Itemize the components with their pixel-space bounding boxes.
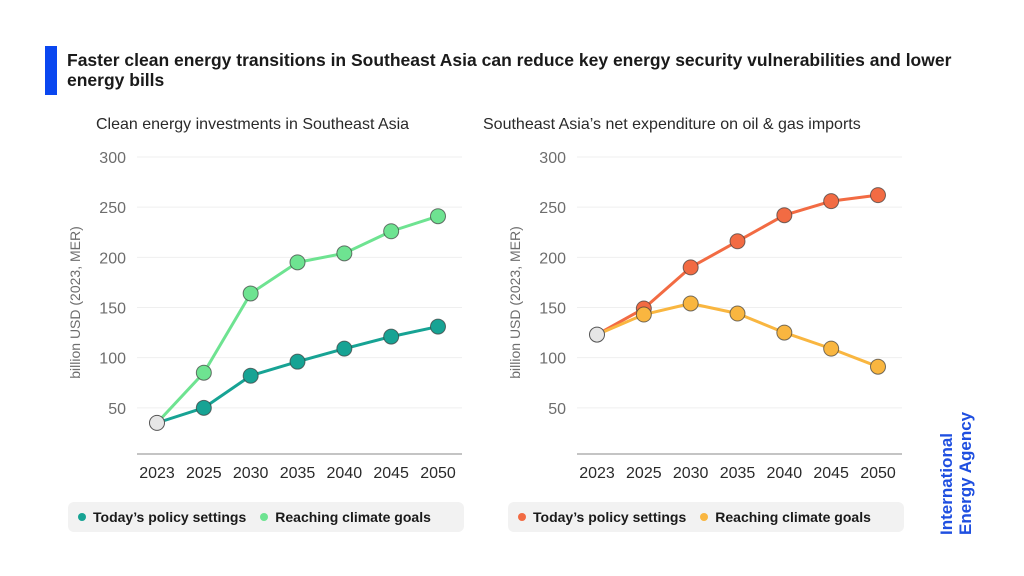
data-point-today-policy	[870, 187, 886, 204]
legend-label: Reaching climate goals	[275, 509, 431, 525]
y-tick-label: 300	[539, 150, 566, 167]
data-point-today-policy	[242, 367, 259, 384]
data-point-climate-goals	[823, 340, 840, 357]
data-point-base-2023	[589, 326, 605, 343]
oil-gas-imports-chart: 50 100 150 200 250 300 2023 2025 2030 2035 2040 204…	[507, 150, 902, 482]
logo-line-2: Energy Agency	[956, 411, 975, 535]
data-point-climate-goals	[336, 245, 353, 262]
iea-logo: International Energy Agency	[937, 412, 975, 535]
y-tick-label: 100	[99, 351, 126, 368]
x-tick-label: 2040	[767, 465, 803, 482]
left-legend: Today’s policy settings Reaching climate…	[68, 502, 464, 532]
data-point-climate-goals	[242, 285, 259, 302]
y-tick-label: 50	[548, 401, 566, 418]
y-tick-label: 250	[99, 200, 126, 217]
x-tick-label: 2040	[327, 465, 363, 482]
logo-line-1: International	[937, 432, 956, 535]
data-point-climate-goals	[729, 305, 746, 322]
y-tick-label: 200	[99, 250, 126, 267]
data-point-climate-goals	[635, 306, 652, 323]
legend-label: Reaching climate goals	[715, 509, 871, 525]
data-point-today-policy	[383, 328, 400, 345]
legend-dot-icon	[700, 513, 709, 521]
x-tick-label: 2023	[579, 465, 615, 482]
legend-label: Today’s policy settings	[93, 509, 247, 525]
x-tick-label: 2035	[720, 465, 756, 482]
x-tick-label: 2030	[233, 465, 269, 482]
x-tick-label: 2045	[813, 465, 849, 482]
data-point-today-policy	[195, 399, 212, 416]
title-accent-bar	[45, 46, 57, 95]
legend-label: Today’s policy settings	[533, 509, 687, 525]
data-point-climate-goals	[776, 324, 793, 341]
data-point-today-policy	[336, 340, 353, 357]
data-point-climate-goals	[289, 254, 306, 271]
series-line-climate-goals	[155, 214, 439, 424]
legend-item-today-policy: Today’s policy settings	[78, 509, 246, 525]
x-tick-label: 2050	[420, 465, 456, 482]
x-tick-label: 2025	[186, 465, 222, 482]
data-point-climate-goals	[682, 295, 699, 312]
x-tick-label: 2035	[280, 465, 316, 482]
y-tick-label: 150	[99, 301, 126, 318]
data-point-today-policy	[729, 233, 746, 250]
legend-dot-icon	[260, 513, 269, 521]
clean-energy-investments-chart: 50 100 150 200 250 300 2023 2025 2030 2035 2040 204…	[67, 150, 462, 482]
y-tick-label: 250	[539, 200, 566, 217]
data-point-climate-goals	[383, 223, 400, 240]
y-axis-label: billion USD (2023, MER)	[507, 226, 523, 379]
legend-dot-icon	[518, 513, 526, 521]
legend-dot-icon	[78, 513, 86, 521]
x-tick-label: 2045	[373, 465, 409, 482]
data-point-today-policy	[776, 207, 793, 224]
data-point-today-policy	[430, 318, 446, 335]
data-point-climate-goals	[430, 208, 446, 225]
x-tick-label: 2030	[673, 465, 709, 482]
right-chart-title: Southeast Asia’s net expenditure on oil …	[483, 116, 861, 133]
x-tick-label: 2023	[139, 465, 175, 482]
data-point-today-policy	[823, 193, 840, 210]
left-chart-title: Clean energy investments in Southeast As…	[96, 116, 410, 133]
x-tick-label: 2025	[626, 465, 662, 482]
legend-item-today-policy: Today’s policy settings	[518, 509, 686, 525]
legend-item-climate-goals: Reaching climate goals	[700, 509, 871, 525]
y-tick-label: 200	[539, 250, 566, 267]
data-point-today-policy	[289, 353, 306, 370]
y-tick-label: 150	[539, 301, 566, 318]
x-tick-label: 2050	[860, 465, 896, 482]
y-tick-label: 300	[99, 150, 126, 167]
right-legend: Today’s policy settings Reaching climate…	[508, 502, 904, 532]
y-tick-label: 100	[539, 351, 566, 368]
y-tick-label: 50	[108, 401, 126, 418]
data-point-base-2023	[149, 414, 165, 431]
data-point-today-policy	[682, 259, 699, 276]
figure-title: Faster clean energy transitions in South…	[67, 50, 952, 90]
data-point-climate-goals	[195, 364, 212, 381]
legend-item-climate-goals: Reaching climate goals	[260, 509, 431, 525]
data-point-climate-goals	[870, 358, 886, 375]
y-axis-label: billion USD (2023, MER)	[67, 226, 83, 379]
